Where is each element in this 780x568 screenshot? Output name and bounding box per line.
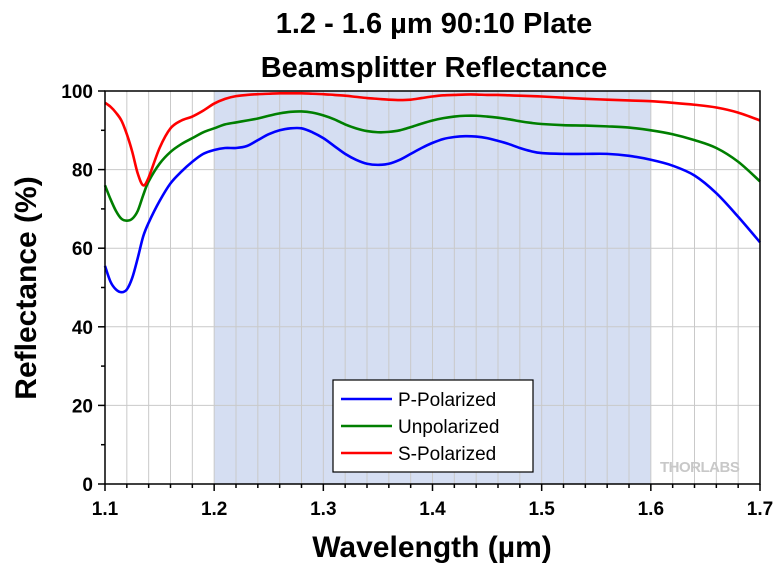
y-axis-label: Reflectance (%) [10,176,43,399]
x-tick-label: 1.7 [747,499,773,520]
legend: P-Polarized Unpolarized S-Polarized [332,379,534,473]
series-line-unpolarized [103,110,761,222]
x-tick-label: 1.5 [528,499,555,520]
plot-area [103,92,761,294]
x-tick-label: 1.3 [310,499,336,520]
legend-label-p-polarized: P-Polarized [398,390,496,411]
chart-title-line-1: 1.2 - 1.6 µm 90:10 Plate [276,8,593,40]
chart-title-line-2: Beamsplitter Reflectance [261,52,608,84]
y-tick-label: 60 [72,239,93,260]
x-tick-label: 1.6 [638,499,664,520]
y-tick-label: 20 [72,396,93,417]
axis-ticks [98,90,761,491]
x-tick-label: 1.2 [201,499,227,520]
chart-title: 1.2 - 1.6 µm 90:10 Plate Beamsplitter Re… [261,8,608,84]
y-tick-label: 40 [72,318,93,339]
x-tick-label: 1.4 [419,499,446,520]
y-tick-label: 0 [82,475,93,496]
x-tick-label: 1.1 [92,499,119,520]
series-line-s-polarized [104,92,761,187]
y-tick-label: 80 [72,161,93,182]
thorlabs-watermark: THORLABS [660,459,740,476]
y-tick-label: 100 [61,82,93,103]
legend-label-s-polarized: S-Polarized [398,444,496,465]
series-line-p-polarized [103,126,761,294]
x-axis-label: Wavelength (µm) [312,531,552,564]
x-tick-labels: 1.1 1.2 1.3 1.4 1.5 1.6 1.7 [92,499,773,520]
y-tick-labels: 0 20 40 60 80 100 [61,82,93,496]
legend-label-unpolarized: Unpolarized [398,417,499,438]
